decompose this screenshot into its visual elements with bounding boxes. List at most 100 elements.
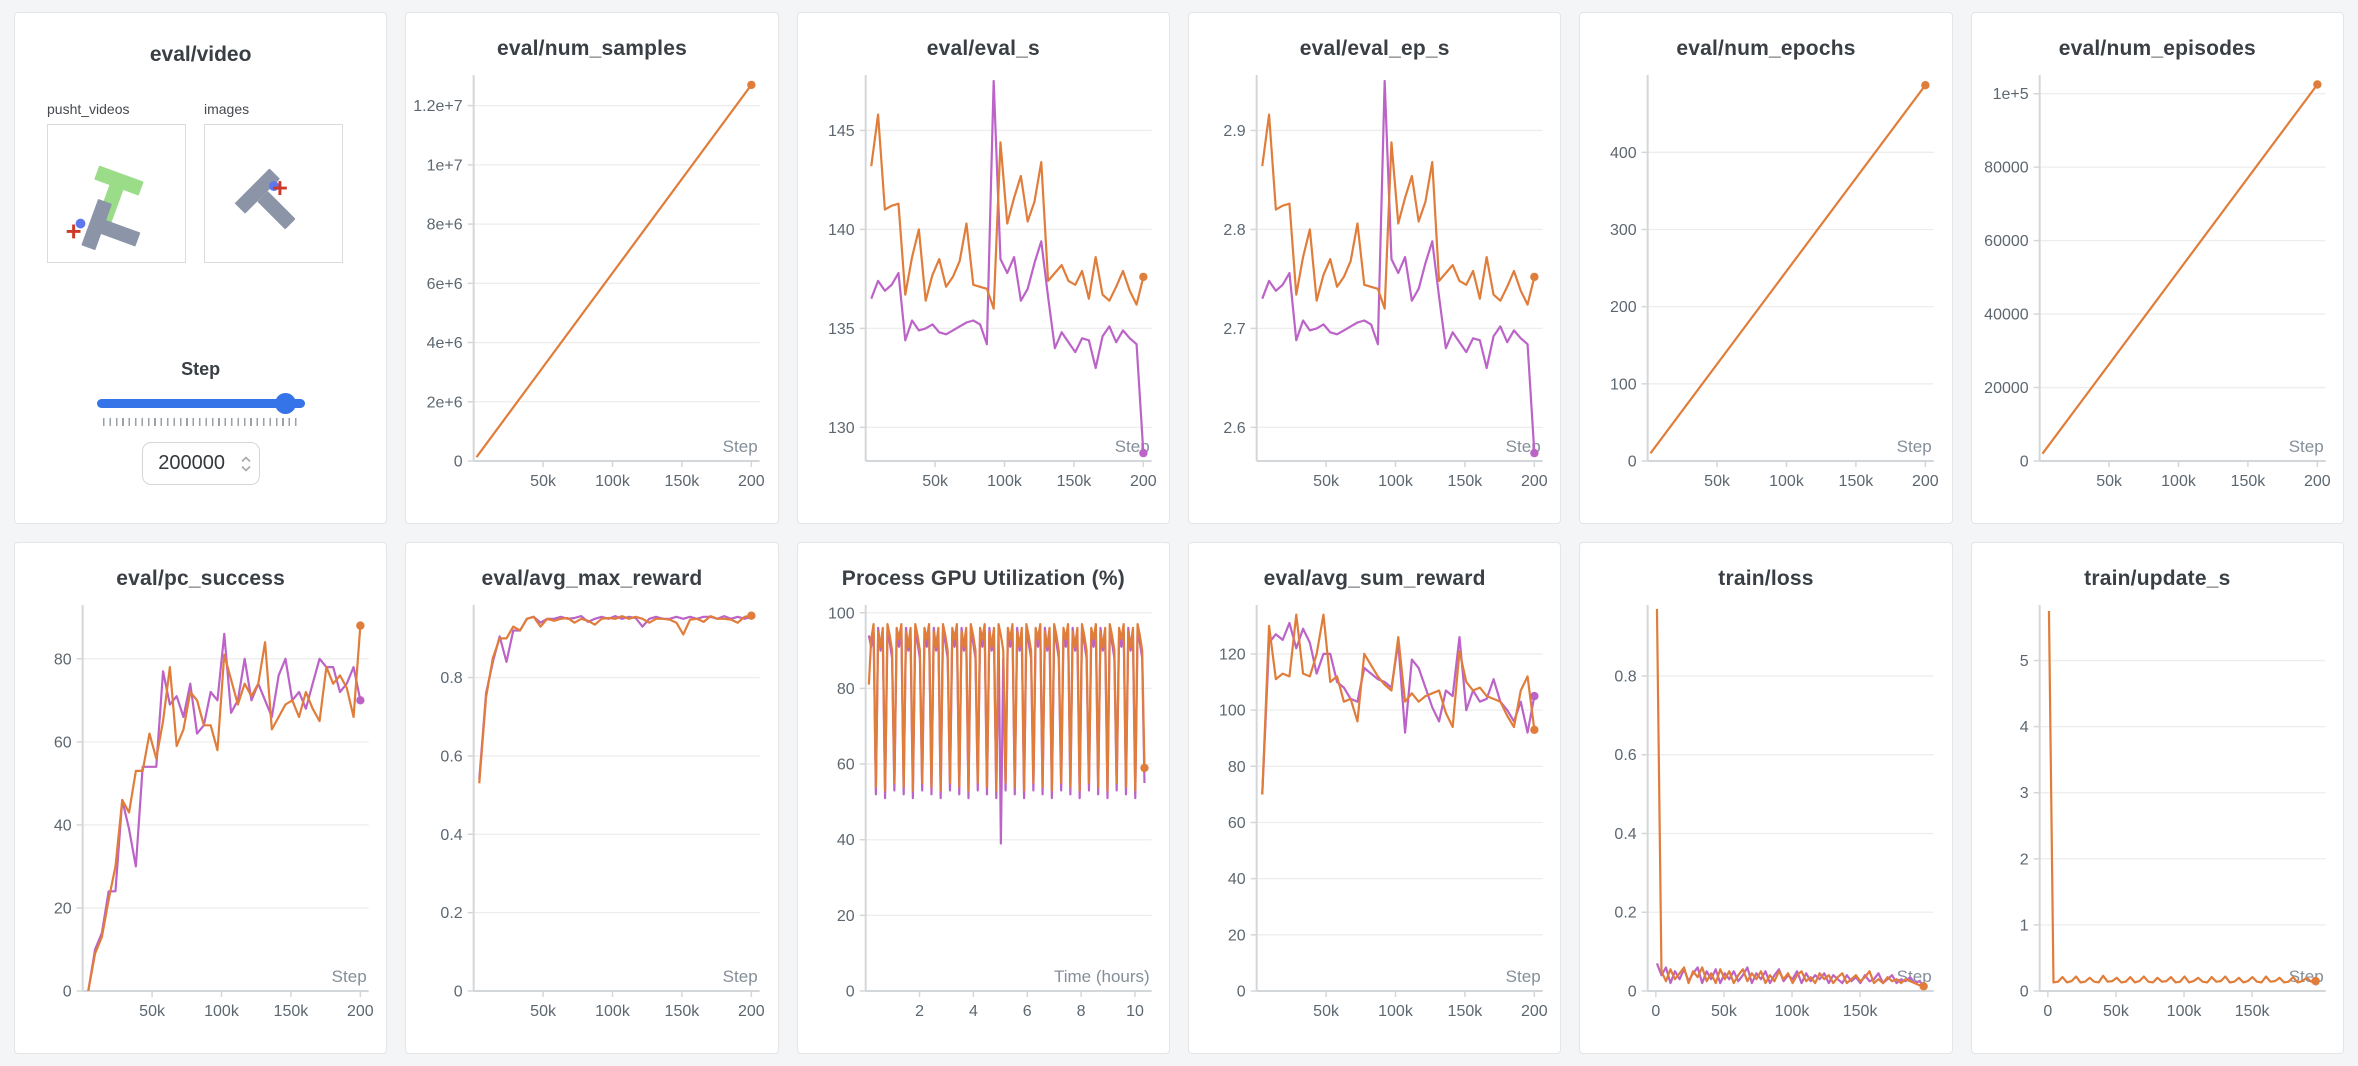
- svg-text:200: 200: [738, 473, 765, 490]
- line-chart-canvas: 0 20 40 60 80 50k 100k 150k 200 Step: [54, 605, 374, 1020]
- svg-text:0: 0: [1652, 1003, 1661, 1020]
- svg-text:20: 20: [837, 908, 855, 925]
- panel-train-update-s[interactable]: train/update_s 0 1 2 3 4 5 0 50k 100k 150k Step: [1970, 542, 2344, 1054]
- line-chart-canvas: 0 100 200 300 400 50k 100k 150k 200 Step: [1610, 75, 1939, 490]
- svg-text:50k: 50k: [1705, 473, 1732, 490]
- svg-text:1e+5: 1e+5: [1992, 86, 2028, 103]
- panel-eval-pc-success[interactable]: eval/pc_success 0 20 40 60 80 50k 100k 150k 200 S…: [14, 542, 388, 1054]
- svg-text:80: 80: [54, 651, 72, 668]
- media-thumb-label: pusht_videos: [47, 101, 130, 117]
- svg-text:20000: 20000: [1984, 380, 2029, 397]
- panel-title: eval/video: [149, 43, 252, 66]
- svg-text:100k: 100k: [1378, 473, 1414, 490]
- chevron-down-icon[interactable]: [241, 465, 251, 472]
- svg-text:20: 20: [1228, 927, 1246, 944]
- chart-title: eval/eval_ep_s: [1299, 37, 1450, 60]
- panel-eval-num-samples[interactable]: eval/num_samples 0 2e+6 4e+6 6e+6 8e+6 1e+7 1.…: [405, 12, 779, 524]
- chart-title: eval/avg_sum_reward: [1263, 567, 1486, 590]
- goal-cross: [66, 224, 81, 239]
- chart-title: train/loss: [1718, 567, 1814, 590]
- media-thumb-images[interactable]: images: [204, 101, 343, 263]
- chart-title: Process GPU Utilization (%): [841, 567, 1125, 590]
- svg-text:100k: 100k: [987, 473, 1023, 490]
- svg-text:400: 400: [1610, 145, 1637, 162]
- svg-text:50k: 50k: [2096, 473, 2123, 490]
- svg-text:Time (hours): Time (hours): [1054, 967, 1150, 986]
- svg-text:0.2: 0.2: [1615, 905, 1637, 922]
- svg-text:150k: 150k: [2234, 1003, 2270, 1020]
- svg-text:150k: 150k: [1056, 473, 1092, 490]
- svg-text:200: 200: [347, 1003, 374, 1020]
- media-thumb-pusht-videos[interactable]: pusht_videos: [47, 101, 186, 263]
- media-thumbnails: pusht_videos: [47, 101, 386, 263]
- step-slider[interactable]: [96, 392, 305, 415]
- svg-text:100k: 100k: [1769, 473, 1805, 490]
- chart-title: train/update_s: [2084, 567, 2231, 590]
- step-input-container: [141, 442, 260, 485]
- panel-eval-avg-sum-reward[interactable]: eval/avg_sum_reward 0 20 40 60 80 100 120 50k 10…: [1188, 542, 1562, 1054]
- svg-text:0.2: 0.2: [441, 905, 463, 922]
- panel-eval-eval-ep-s[interactable]: eval/eval_ep_s 2.6 2.7 2.8 2.9 50k 100k 150k 20…: [1188, 12, 1562, 524]
- slider-track[interactable]: [96, 399, 305, 408]
- line-chart-canvas: 0 0.2 0.4 0.6 0.8 50k 100k 150k 200 Step: [441, 605, 765, 1020]
- step-input[interactable]: [141, 442, 260, 485]
- media-thumb-label: images: [204, 101, 250, 117]
- chart-title: eval/num_episodes: [2058, 37, 2256, 60]
- number-stepper[interactable]: [241, 455, 251, 472]
- images-frame[interactable]: [204, 124, 343, 263]
- panel-eval-num-epochs[interactable]: eval/num_epochs 0 100 200 300 400 50k 100k 150k…: [1579, 12, 1953, 524]
- svg-text:0: 0: [454, 984, 463, 1001]
- svg-text:80: 80: [837, 681, 855, 698]
- svg-text:150k: 150k: [1448, 1003, 1484, 1020]
- panel-train-loss[interactable]: train/loss 0 0.2 0.4 0.6 0.8 0 50k 100k 150k Step: [1579, 542, 1953, 1054]
- svg-text:50k: 50k: [531, 1003, 558, 1020]
- svg-text:40: 40: [1228, 871, 1246, 888]
- svg-text:80000: 80000: [1984, 160, 2029, 177]
- panel-gpu-utilization[interactable]: Process GPU Utilization (%) 0 20 40 60 80 100…: [796, 542, 1170, 1054]
- svg-text:0.4: 0.4: [1615, 826, 1637, 843]
- pusht-scene-image: [66, 165, 144, 250]
- svg-text:4: 4: [969, 1003, 978, 1020]
- panel-eval-num-episodes[interactable]: eval/num_episodes 0 20000 40000 60000 80000 1…: [1970, 12, 2344, 524]
- panel-eval-eval-s[interactable]: eval/eval_s 130 135 140 145 50k 100k 150k 200 St…: [796, 12, 1170, 524]
- svg-text:0: 0: [1628, 454, 1637, 471]
- svg-text:60: 60: [837, 757, 855, 774]
- svg-text:130: 130: [828, 420, 855, 437]
- svg-text:10: 10: [1126, 1003, 1144, 1020]
- svg-text:145: 145: [828, 123, 855, 140]
- svg-text:100: 100: [828, 605, 855, 622]
- svg-text:40: 40: [54, 817, 72, 834]
- svg-text:150k: 150k: [665, 1003, 701, 1020]
- svg-text:0: 0: [63, 984, 72, 1001]
- svg-text:100k: 100k: [204, 1003, 240, 1020]
- panel-eval-video[interactable]: eval/video pusht_videos: [14, 12, 388, 524]
- svg-text:200: 200: [1521, 1003, 1548, 1020]
- svg-text:Step: Step: [332, 967, 367, 986]
- pusht-video-frame[interactable]: [47, 124, 186, 263]
- svg-text:0.8: 0.8: [441, 670, 463, 687]
- svg-text:2.8: 2.8: [1223, 222, 1245, 239]
- svg-text:0.6: 0.6: [1615, 747, 1637, 764]
- svg-text:50k: 50k: [531, 473, 558, 490]
- svg-text:20: 20: [54, 900, 72, 917]
- svg-text:150k: 150k: [274, 1003, 310, 1020]
- svg-text:0: 0: [2043, 1003, 2052, 1020]
- svg-text:0: 0: [2019, 984, 2028, 1001]
- slider-thumb[interactable]: [274, 393, 296, 414]
- svg-text:140: 140: [828, 222, 855, 239]
- chart-title: eval/num_epochs: [1676, 37, 1856, 60]
- svg-text:Step: Step: [1506, 967, 1541, 986]
- step-control: Step: [15, 359, 386, 485]
- chevron-up-icon[interactable]: [241, 455, 251, 463]
- panel-eval-avg-max-reward[interactable]: eval/avg_max_reward 0 0.2 0.4 0.6 0.8 50k 100k…: [405, 542, 779, 1054]
- svg-text:150k: 150k: [665, 473, 701, 490]
- svg-text:100: 100: [1610, 376, 1637, 393]
- svg-text:100k: 100k: [595, 1003, 631, 1020]
- svg-text:4e+6: 4e+6: [427, 335, 463, 352]
- svg-text:0: 0: [2019, 454, 2028, 471]
- svg-text:8: 8: [1076, 1003, 1085, 1020]
